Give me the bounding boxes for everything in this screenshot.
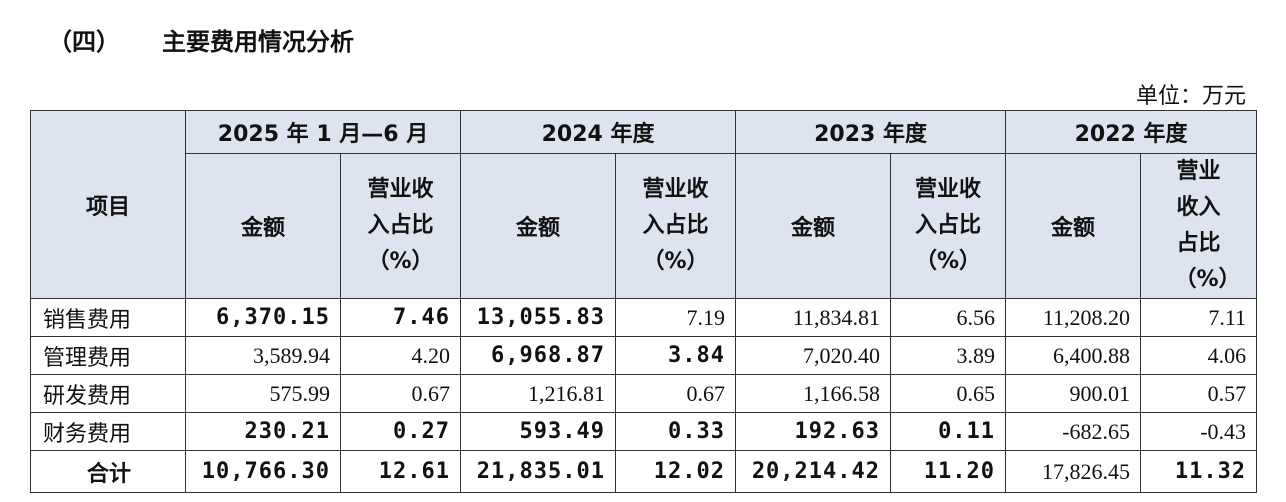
period-header: 2024 年度 bbox=[460, 110, 737, 154]
cell: 0.11 bbox=[890, 412, 1007, 451]
row-label: 财务费用 bbox=[30, 412, 186, 451]
cell: 593.49 bbox=[460, 412, 617, 451]
table-row: 管理费用 3,589.94 4.20 6,968.87 3.84 7,020.40 3.89… bbox=[30, 336, 1258, 375]
sub-header: 金额 bbox=[460, 153, 617, 299]
cell: 3.84 bbox=[615, 336, 737, 375]
cell: 900.01 bbox=[1005, 374, 1142, 413]
row-label: 销售费用 bbox=[30, 298, 186, 337]
cell: 11.32 bbox=[1140, 450, 1258, 493]
cell: 7,020.40 bbox=[735, 336, 892, 375]
table-row: 财务费用 230.21 0.27 593.49 0.33 192.63 0.11 -682.6… bbox=[30, 412, 1258, 451]
period-header: 2022 年度 bbox=[1005, 110, 1258, 154]
cell: 17,826.45 bbox=[1005, 450, 1142, 493]
sub-header: 金额 bbox=[1005, 153, 1142, 299]
title-text: 主要费用情况分析 bbox=[162, 28, 354, 56]
cell: 230.21 bbox=[185, 412, 341, 451]
cell: 575.99 bbox=[185, 374, 341, 413]
cell: 0.67 bbox=[615, 374, 737, 413]
item-header: 项目 bbox=[30, 110, 186, 299]
sub-header: 营业收入占比（%） bbox=[915, 177, 982, 274]
period-header: 2025 年 1 月—6 月 bbox=[184, 110, 462, 154]
sub-header: 营业收入占比（%） bbox=[642, 177, 709, 274]
cell: -0.43 bbox=[1140, 412, 1258, 451]
sub-header: 营业收入占比（%） bbox=[1174, 159, 1241, 292]
sub-header: 营业收入占比（%） bbox=[367, 177, 434, 274]
cell: 21,835.01 bbox=[460, 450, 617, 493]
cell: 11,834.81 bbox=[735, 298, 892, 337]
cell: 6,968.87 bbox=[460, 336, 617, 375]
cell: 6.56 bbox=[890, 298, 1007, 337]
cell: 3.89 bbox=[890, 336, 1007, 375]
cell: 11,208.20 bbox=[1005, 298, 1142, 337]
cell: 0.67 bbox=[339, 374, 462, 413]
sub-header: 金额 bbox=[735, 153, 892, 299]
sub-header: 金额 bbox=[185, 153, 341, 299]
cell: 0.33 bbox=[615, 412, 737, 451]
table-row: 销售费用 6,370.15 7.46 13,055.83 7.19 11,834.81 6.… bbox=[30, 298, 1258, 337]
section-title: （四） 主要费用情况分析 bbox=[48, 22, 354, 57]
cell: 13,055.83 bbox=[460, 298, 617, 337]
table-row: 研发费用 575.99 0.67 1,216.81 0.67 1,166.58 0.65 90… bbox=[30, 374, 1258, 413]
cell: 4.06 bbox=[1140, 336, 1258, 375]
row-label: 合计 bbox=[30, 450, 186, 493]
cell: 7.19 bbox=[615, 298, 737, 337]
cell: 0.65 bbox=[890, 374, 1007, 413]
cell: 0.27 bbox=[339, 412, 462, 451]
cell: 11.20 bbox=[890, 450, 1007, 493]
cell: 7.11 bbox=[1140, 298, 1258, 337]
cell: 1,166.58 bbox=[735, 374, 892, 413]
cell: 12.61 bbox=[339, 450, 462, 493]
section-number: （四） bbox=[48, 28, 120, 56]
cell: 12.02 bbox=[615, 450, 737, 493]
row-label: 管理费用 bbox=[30, 336, 186, 375]
cell: 6,400.88 bbox=[1005, 336, 1142, 375]
unit: 单位：万元 bbox=[1135, 83, 1246, 108]
table-row: 合计 10,766.30 12.61 21,835.01 12.02 20,214.42 1… bbox=[30, 450, 1258, 493]
cell: 20,214.42 bbox=[735, 450, 892, 493]
expense-table: 项目 2025 年 1 月—6 月 2024 年度 2023 年度 2022 年… bbox=[30, 110, 1258, 493]
row-label: 研发费用 bbox=[30, 374, 186, 413]
cell: 0.57 bbox=[1140, 374, 1258, 413]
period-header: 2023 年度 bbox=[735, 110, 1007, 154]
cell: 3,589.94 bbox=[185, 336, 341, 375]
cell: 4.20 bbox=[339, 336, 462, 375]
cell: 7.46 bbox=[339, 298, 462, 337]
cell: 10,766.30 bbox=[185, 450, 341, 493]
cell: 6,370.15 bbox=[185, 298, 341, 337]
cell: 1,216.81 bbox=[460, 374, 617, 413]
cell: -682.65 bbox=[1005, 412, 1142, 451]
cell: 192.63 bbox=[735, 412, 892, 451]
